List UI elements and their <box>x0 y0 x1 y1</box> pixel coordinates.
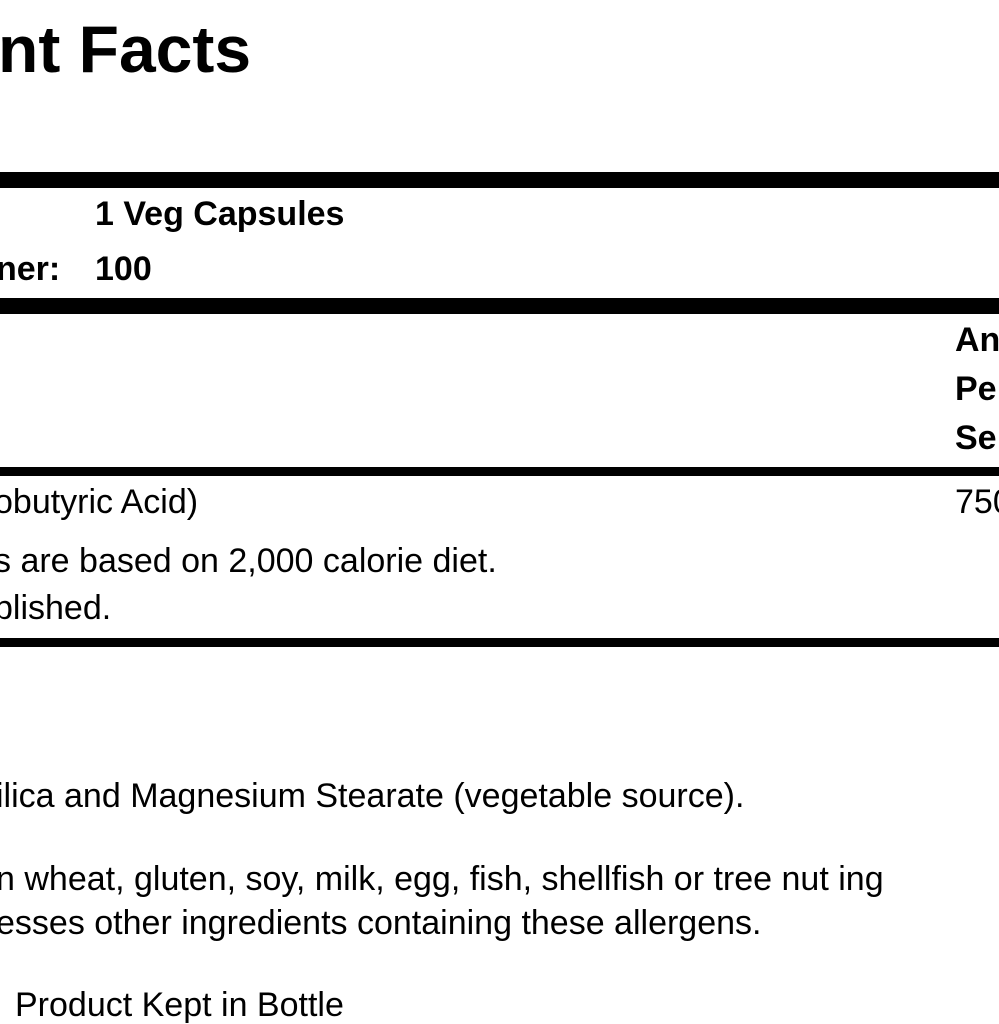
thick-divider-top <box>0 172 999 188</box>
servings-per-container-value: 100 <box>95 250 152 288</box>
serving-size-value: 1 Veg Capsules <box>95 195 345 233</box>
amount-header-line-1: An <box>955 321 999 359</box>
divider-header <box>0 467 999 476</box>
thick-divider-middle <box>0 298 999 314</box>
other-ingredients: ilica and Magnesium Stearate (vegetable … <box>0 777 745 815</box>
allergen-line-1: n wheat, gluten, soy, milk, egg, fish, s… <box>0 860 884 898</box>
allergen-line-2: esses other ingredients containing these… <box>0 904 762 942</box>
bottom-line: Product Kept in Bottle <box>15 986 344 1024</box>
servings-per-container-label: ner: <box>0 250 61 288</box>
label-title: nt Facts <box>0 12 252 86</box>
footnote-line-2: blished. <box>0 589 112 627</box>
footnote-line-1: s are based on 2,000 calorie diet. <box>0 542 497 580</box>
amount-header-line-2: Pe <box>955 370 997 408</box>
ingredient-amount: 750 <box>955 483 999 521</box>
ingredient-name: obutyric Acid) <box>0 483 199 521</box>
amount-header-line-3: Se <box>955 419 997 457</box>
divider-bottom <box>0 638 999 647</box>
